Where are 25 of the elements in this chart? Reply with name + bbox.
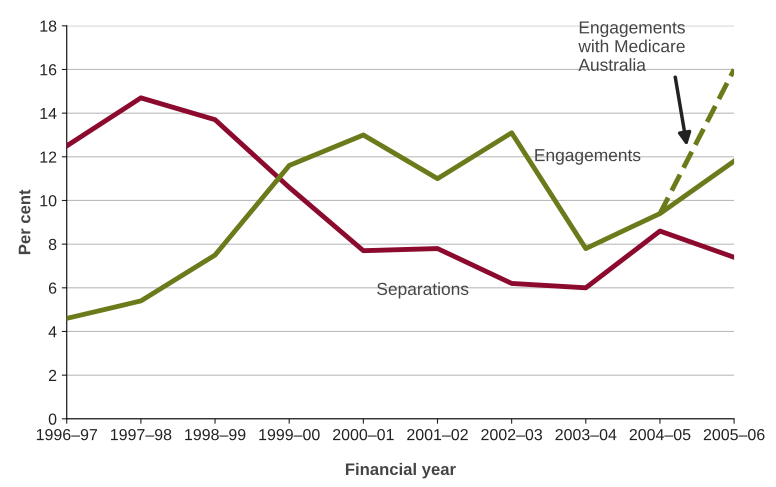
x-tick-label: 2002–03 <box>481 428 542 440</box>
series-label: Engagements <box>535 149 640 165</box>
y-tick-label: 18 <box>40 20 56 32</box>
x-tick-label: 1999–00 <box>259 428 320 440</box>
x-tick-label: 2004–05 <box>630 428 690 440</box>
y-tick-label: 4 <box>48 326 57 338</box>
y-axis-title: Per cent <box>18 190 30 254</box>
x-tick-label: 1998–99 <box>185 428 246 440</box>
y-tick-label: 14 <box>40 108 57 119</box>
y-tick-label: 10 <box>40 195 56 206</box>
annotation: Engagements with Medicare Australia <box>578 21 685 72</box>
y-tick-label: 2 <box>48 370 56 381</box>
x-tick-label: 1997–98 <box>111 428 172 440</box>
y-tick-label: 16 <box>40 64 56 76</box>
x-tick-label: 2003–04 <box>556 428 616 440</box>
x-axis-title: Financial year <box>346 462 456 478</box>
series-label: Separations <box>377 282 468 299</box>
x-tick-label: 2001–02 <box>407 428 468 440</box>
y-tick-label: 8 <box>48 238 56 250</box>
x-tick-label: 2005–06 <box>704 428 764 440</box>
y-tick-label: 12 <box>40 151 56 163</box>
x-tick-label: 1996–97 <box>36 428 98 440</box>
y-tick-label: 0 <box>48 413 56 425</box>
x-tick-label: 2000–01 <box>333 428 394 440</box>
y-tick-label: 6 <box>48 282 56 294</box>
